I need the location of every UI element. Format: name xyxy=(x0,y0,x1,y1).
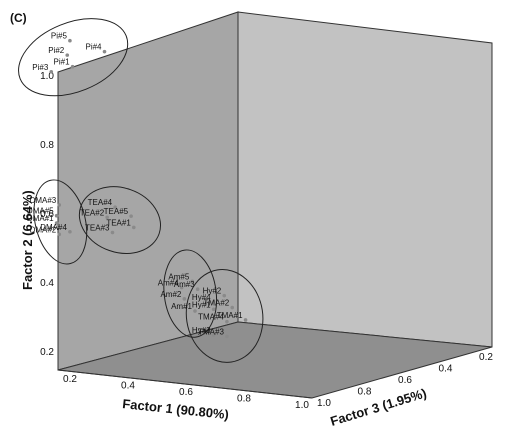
z-axis-label: Factor 3 (1.95%) xyxy=(328,385,428,428)
point-label: Pi#3 xyxy=(32,63,49,72)
point-label: Hy#2 xyxy=(203,287,222,296)
point-label: TEA#5 xyxy=(104,207,129,216)
cluster-ellipses xyxy=(18,18,264,363)
point-label: DMA#5 xyxy=(27,207,54,216)
point-labels: Pi#5 Pi#4 Pi#2 Pi#1 Pi#3 DMA#3 DMA#5DMA#1DMA#4… xyxy=(27,32,243,337)
point-label: TMA#4 xyxy=(198,313,224,322)
point-label: TEA#1 xyxy=(106,218,131,227)
point-label: Am#1 xyxy=(171,302,192,311)
data-point xyxy=(131,225,136,230)
point-label: TMA#3 xyxy=(198,327,224,336)
x-axis-ticks: 0.2 0.4 0.6 0.8 1.0 xyxy=(63,374,309,411)
data-point xyxy=(54,221,59,225)
point-label: Pi#4 xyxy=(85,43,102,52)
data-points xyxy=(49,38,248,339)
data-point xyxy=(211,300,216,304)
point-label: DMA#4 xyxy=(40,223,67,232)
point-label: TEA#3 xyxy=(85,224,110,233)
data-point xyxy=(54,213,59,218)
back-wall xyxy=(237,11,493,348)
panel-label: (C) xyxy=(10,11,27,25)
data-point xyxy=(65,53,70,57)
data-point xyxy=(57,232,62,237)
z-axis-ticks: 0.2 0.4 0.6 0.8 1.0 xyxy=(317,352,493,409)
point-label: Hy#1 xyxy=(192,300,211,309)
data-point xyxy=(211,333,216,337)
cluster-ellipse xyxy=(163,249,218,338)
point-label: DMA#3 xyxy=(30,196,57,205)
z-tick-label: 0.8 xyxy=(358,387,372,398)
point-label: DMA#1 xyxy=(27,214,54,223)
point-label: Am#2 xyxy=(160,290,181,299)
point-label: Pi#1 xyxy=(54,58,71,67)
z-tick-label: 0.4 xyxy=(439,364,453,375)
point-label: TMA#2 xyxy=(203,299,229,308)
data-point xyxy=(105,215,109,220)
x-tick-label: 1.0 xyxy=(295,400,309,411)
point-label: TMA#1 xyxy=(217,311,243,320)
y-tick-label: 0.8 xyxy=(40,140,54,151)
cluster-ellipse xyxy=(18,18,129,97)
data-point xyxy=(243,318,248,322)
x-tick-label: 0.2 xyxy=(63,374,77,385)
data-point xyxy=(193,309,197,313)
point-label: Am#5 xyxy=(168,272,189,281)
point-label: TEA#4 xyxy=(88,198,113,207)
y-tick-label: 0.6 xyxy=(40,209,54,220)
data-point xyxy=(102,49,107,54)
point-label: TEA#2 xyxy=(80,208,105,217)
data-point xyxy=(225,334,229,339)
point-label: Hy#3 xyxy=(192,326,211,335)
y-tick-label: 1.0 xyxy=(40,71,54,82)
data-point xyxy=(225,319,229,324)
data-point xyxy=(113,205,117,209)
data-point xyxy=(68,229,72,234)
cluster-ellipse xyxy=(185,269,264,363)
data-point xyxy=(57,203,62,207)
x-tick-label: 0.4 xyxy=(121,381,135,392)
data-point xyxy=(68,38,72,43)
z-tick-label: 0.6 xyxy=(398,375,412,386)
x-tick-label: 0.8 xyxy=(237,394,251,405)
data-point xyxy=(230,305,235,310)
cluster-ellipse xyxy=(78,186,162,254)
point-label: Hy#4 xyxy=(192,293,211,302)
y-tick-label: 0.2 xyxy=(40,347,54,358)
point-label: Am#3 xyxy=(174,280,195,289)
data-point xyxy=(211,307,216,312)
y-tick-label: 0.4 xyxy=(40,278,54,289)
x-axis-label: Factor 1 (90.80%) xyxy=(122,396,230,422)
data-point xyxy=(195,287,200,292)
data-point xyxy=(129,214,133,218)
cluster-ellipse xyxy=(33,179,88,265)
data-point xyxy=(182,297,187,301)
data-point xyxy=(222,293,227,298)
point-label: Am#4 xyxy=(158,279,179,288)
y-axis-label: Factor 2 (6.64%) xyxy=(20,190,35,290)
bottom-front-edge xyxy=(57,369,313,399)
point-label: Pi#2 xyxy=(48,46,65,55)
data-point xyxy=(49,70,54,74)
z-tick-label: 0.2 xyxy=(479,352,493,363)
data-point xyxy=(190,279,195,284)
point-label: DMA#2 xyxy=(30,225,57,234)
z-tick-label: 1.0 xyxy=(317,398,331,409)
y-axis-ticks: 0.2 0.4 0.6 0.8 1.0 xyxy=(40,71,54,358)
x-tick-label: 0.6 xyxy=(179,387,193,398)
point-label: Pi#5 xyxy=(51,32,68,41)
data-point xyxy=(70,64,75,69)
data-point xyxy=(179,285,184,290)
data-point xyxy=(110,230,115,235)
